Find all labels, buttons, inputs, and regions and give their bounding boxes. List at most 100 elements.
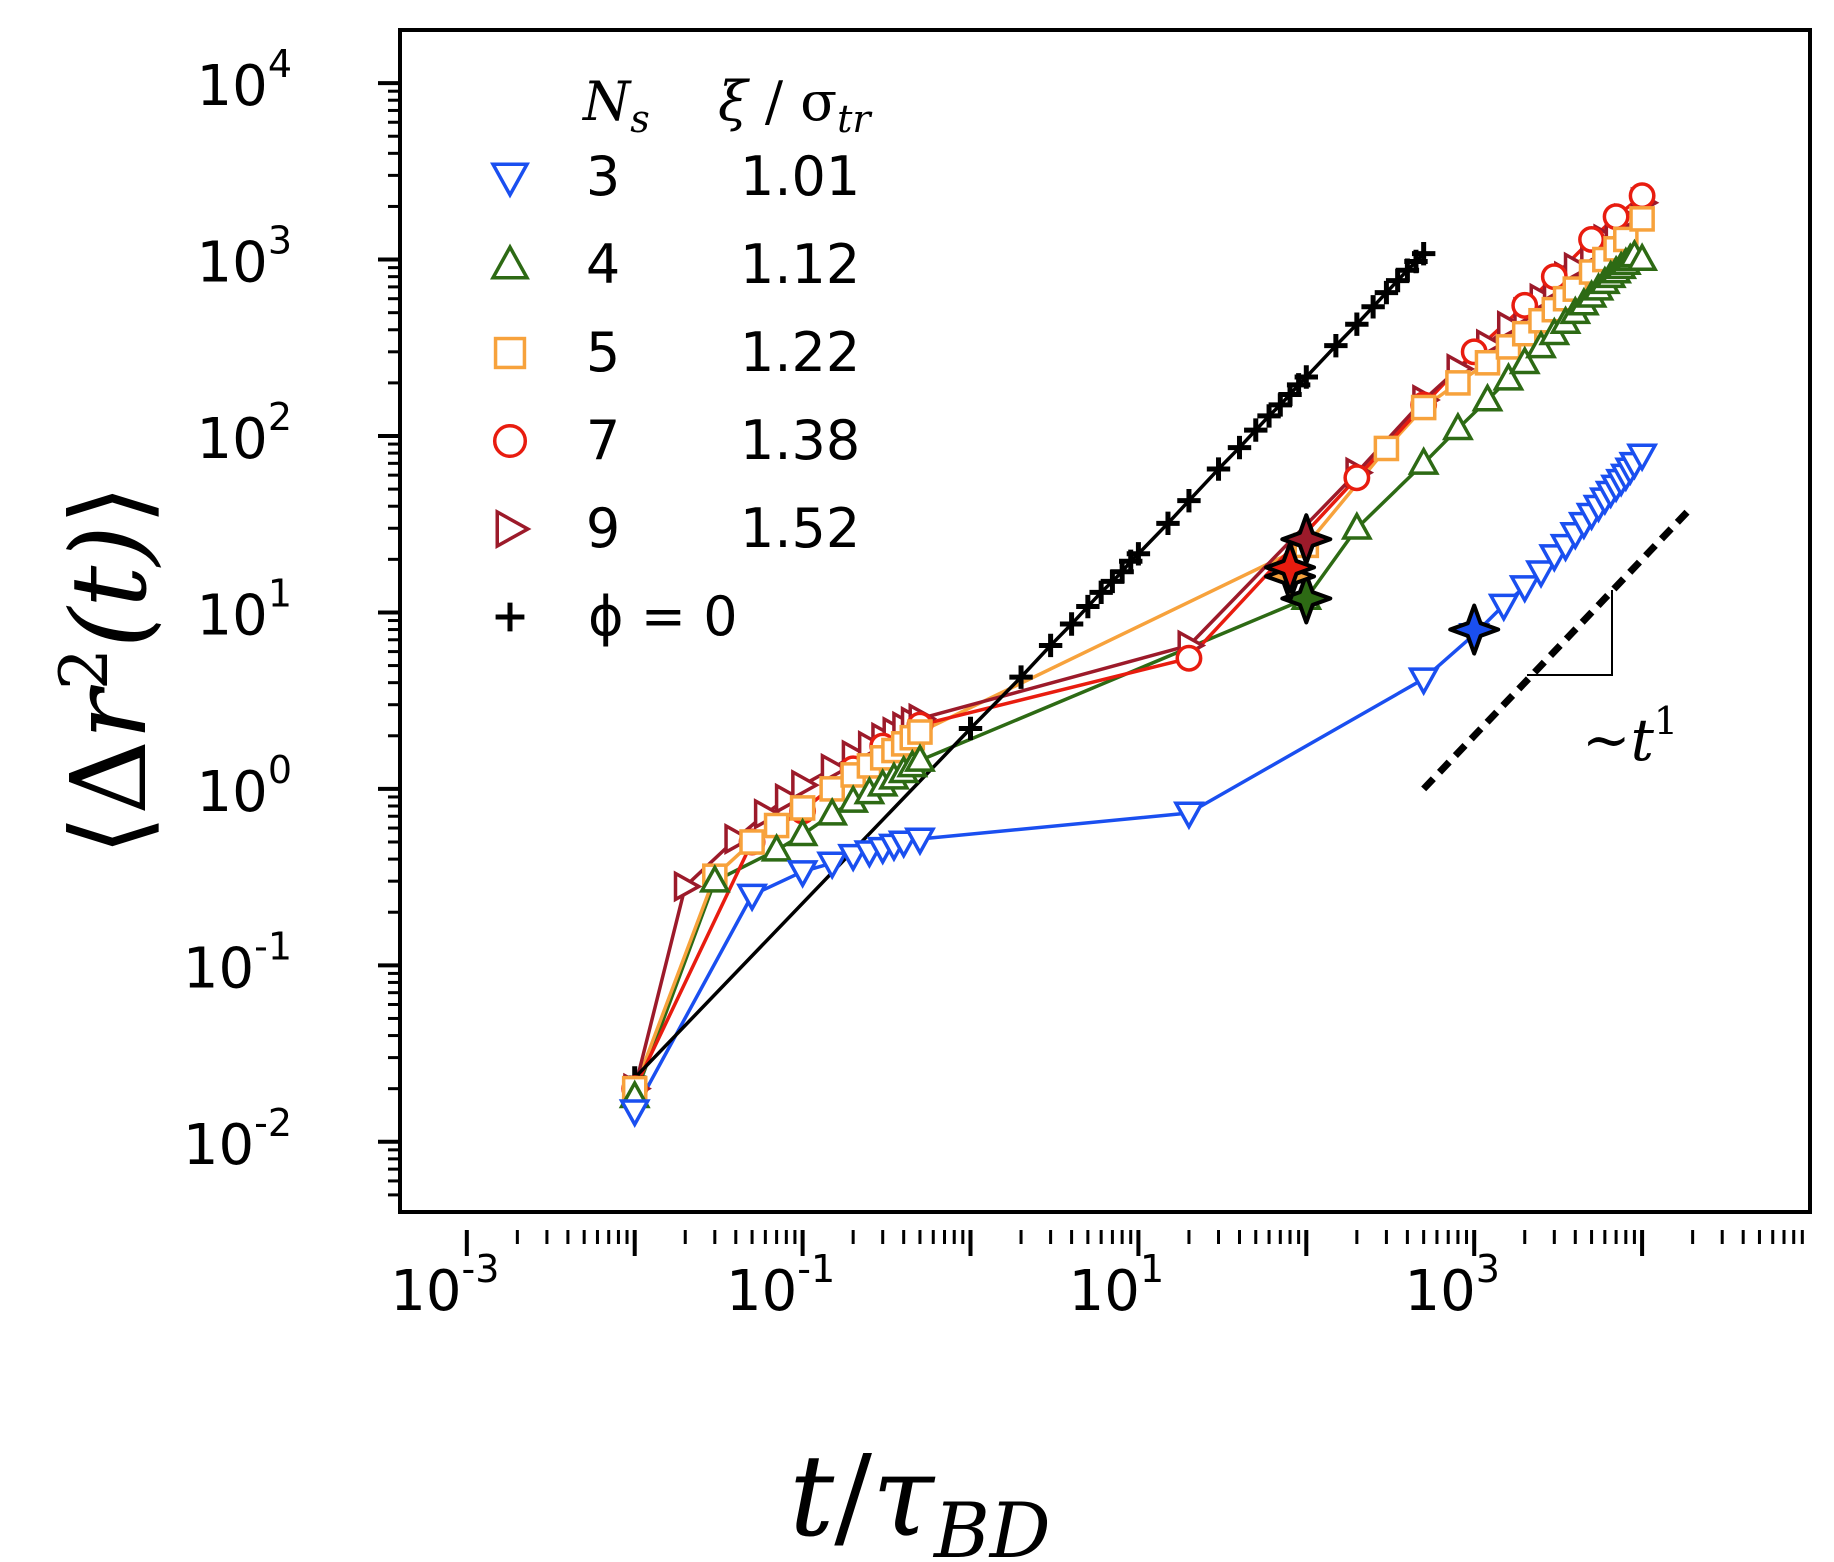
legend-header-n: Ns	[581, 70, 650, 141]
legend-rows: 3 1.01 4 1.12 5 1.22 7 1.38 9 1.52ϕ = 0	[490, 145, 860, 648]
marker-s5-13	[1206, 457, 1231, 481]
marker-s5-1	[958, 716, 983, 741]
y-tick-label: 103	[197, 219, 292, 296]
x-label-slash: /	[834, 1432, 872, 1557]
legend-header-slash: / σ	[748, 70, 837, 133]
legend-header-xi: ξ / σtr	[718, 70, 873, 141]
marker-s5-20	[1294, 365, 1319, 389]
marker-s0-15	[1525, 560, 1557, 590]
y-label-right: ⟩	[48, 485, 170, 526]
marker-s2-16	[1445, 370, 1471, 396]
y-label-left: ⟨	[48, 815, 170, 856]
highlight-stars	[1264, 513, 1501, 656]
marker-s1-17	[1492, 361, 1525, 391]
slope-triangle	[1527, 590, 1613, 676]
marker-s0-29	[1626, 443, 1659, 473]
star-marker-4	[1280, 513, 1333, 566]
y-axis-label: ⟨Δr2(t)⟩	[46, 485, 170, 856]
y-label-delta: Δ	[48, 740, 170, 815]
marker-s2-15	[1410, 394, 1437, 421]
marker-s1-2	[760, 832, 793, 862]
marker-s5-23	[1361, 295, 1385, 319]
legend-xi-3: 1.38	[740, 409, 860, 472]
legend-n-1: 4	[586, 233, 620, 296]
y-label-r: r	[48, 685, 170, 740]
marker-s3-13	[1602, 203, 1630, 231]
marker-s4-2	[724, 823, 754, 855]
marker-s0-0	[618, 1099, 651, 1128]
x-tick-label: 103	[1404, 1247, 1499, 1324]
series-markers	[618, 182, 1660, 1128]
marker-s4-19	[1496, 310, 1526, 343]
marker-s5-4	[1059, 612, 1084, 636]
legend-n-2: 5	[586, 321, 620, 384]
marker-s1-13	[1340, 511, 1373, 540]
marker-s5-3	[1038, 633, 1063, 658]
marker-s1-18	[1508, 345, 1541, 375]
marker-s3-12	[1578, 226, 1606, 253]
marker-s2-28	[1629, 206, 1655, 232]
marker-s1-15	[1441, 411, 1474, 441]
legend-marker-5	[495, 602, 525, 632]
marker-s2-14	[1373, 435, 1400, 462]
y-tick-label: 104	[197, 42, 292, 119]
y-tick-label: 10-1	[183, 924, 292, 1001]
marker-s2-4	[789, 795, 816, 821]
x-tick-label: 10-3	[390, 1247, 499, 1324]
star-marker-3	[1264, 541, 1317, 594]
y-tick-labels: 10-2 10-1 100 101 102 103 104	[183, 42, 292, 1178]
marker-s4-5	[791, 769, 820, 802]
marker-s0-13	[1487, 593, 1520, 623]
x-tick-label: 101	[1069, 1247, 1164, 1324]
legend-header-sigma-sub: tr	[837, 97, 873, 141]
slope-dashed-line	[1421, 503, 1696, 792]
marker-s2-12	[907, 719, 933, 745]
axes	[378, 28, 1812, 1256]
y-label-t: (t)	[48, 525, 170, 648]
marker-s2-2	[739, 829, 765, 855]
legend-marker-3	[492, 423, 528, 459]
marker-s1-1	[698, 863, 731, 893]
marker-s5-22	[1345, 312, 1369, 336]
legend-n-4: 9	[586, 497, 620, 560]
legend-xi-0: 1.01	[740, 145, 860, 208]
x-label-t: t	[789, 1432, 835, 1557]
marker-s5-12	[1177, 488, 1201, 513]
marker-s2-17	[1474, 349, 1501, 376]
marker-s1-16	[1471, 382, 1504, 412]
marker-s0-1	[736, 883, 769, 913]
x-label-sub: BD	[932, 1486, 1051, 1557]
legend-n-3: 7	[586, 409, 620, 472]
marker-s3-14	[1628, 182, 1656, 210]
marker-s2-5	[819, 776, 845, 802]
slope-t: t	[1631, 706, 1655, 774]
y-tick-label: 10-2	[183, 1101, 292, 1178]
legend-xi-2: 1.22	[740, 321, 860, 384]
legend-marker-0	[490, 162, 530, 199]
marker-s5-6	[1089, 580, 1113, 605]
marker-s5-24	[1374, 280, 1399, 305]
y-tick-label: 102	[197, 395, 292, 472]
marker-s5-2	[1009, 665, 1033, 689]
y-tick-label: 101	[197, 571, 292, 648]
legend-xi-4: 1.52	[740, 497, 860, 560]
legend-marker-1	[490, 243, 530, 280]
slope-exponent: 1	[1654, 699, 1678, 743]
marker-s0-10	[1172, 801, 1205, 831]
slope-annotation: ~t1	[1582, 699, 1678, 774]
legend-marker-2	[493, 336, 527, 370]
marker-s1-14	[1407, 446, 1440, 475]
legend-marker-4	[495, 509, 532, 549]
y-label-sup: 2	[46, 648, 123, 690]
marker-s0-2	[786, 860, 819, 889]
slope-prefix: ~	[1582, 706, 1631, 774]
marker-s1-11	[903, 743, 936, 772]
marker-s1-3	[786, 817, 819, 847]
marker-s5-28	[1411, 241, 1436, 266]
marker-s4-1	[673, 870, 703, 903]
marker-s5-21	[1324, 333, 1348, 358]
legend-xi-1: 1.12	[740, 233, 860, 296]
marker-s0-11	[1407, 667, 1440, 697]
